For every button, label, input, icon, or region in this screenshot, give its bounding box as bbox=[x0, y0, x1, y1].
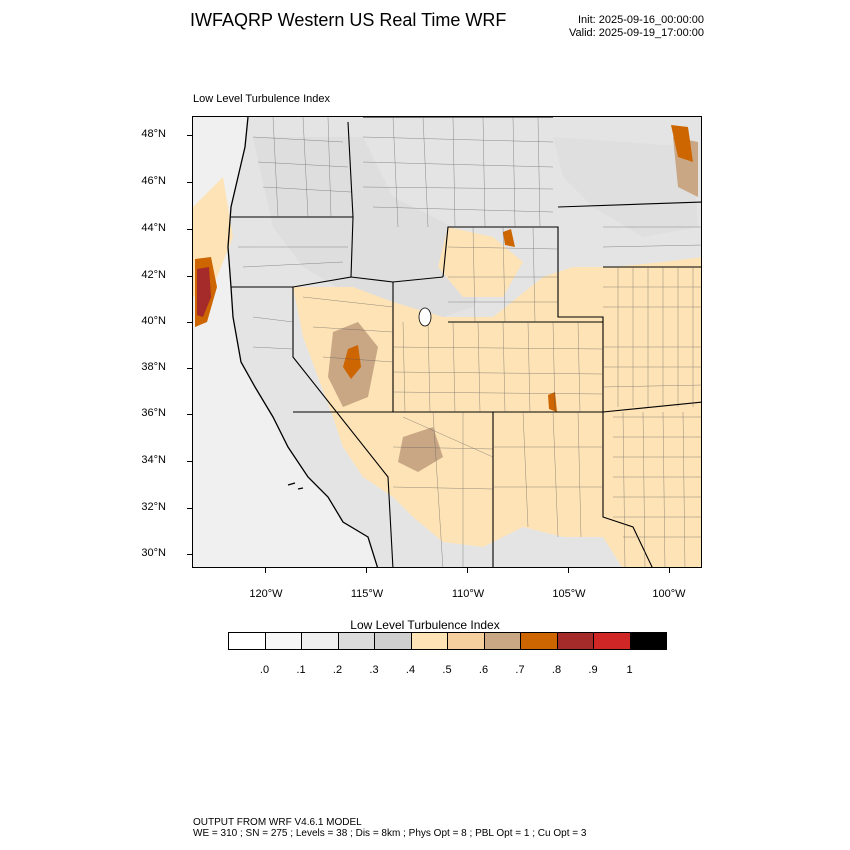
colorbar-label: .9 bbox=[588, 664, 598, 676]
lat-label: 48°N bbox=[141, 128, 166, 140]
colorbar-swatch bbox=[593, 632, 631, 650]
lon-label: 105°W bbox=[552, 588, 586, 600]
lat-label: 46°N bbox=[141, 175, 166, 187]
high-index-area bbox=[343, 345, 361, 379]
colorbar-swatch bbox=[556, 632, 594, 650]
colorbar-swatch bbox=[228, 632, 266, 650]
colorbar-label: .1 bbox=[296, 664, 306, 676]
colorbar-label: .4 bbox=[405, 664, 416, 676]
low-index-shading bbox=[553, 137, 698, 237]
lon-label: 115°W bbox=[350, 588, 384, 600]
colorbar-label: .5 bbox=[442, 664, 452, 676]
high-index-area bbox=[503, 229, 515, 247]
lat-tick bbox=[187, 414, 192, 415]
channel-islands bbox=[287, 482, 304, 490]
lon-label: 100°W bbox=[652, 588, 686, 600]
county-borders bbox=[238, 117, 701, 567]
lat-tick bbox=[187, 276, 192, 277]
colorbar-swatch bbox=[374, 632, 412, 650]
plot-title: IWFAQRP Western US Real Time WRF bbox=[190, 10, 507, 30]
lat-label: 38°N bbox=[141, 361, 166, 373]
turbulence-map bbox=[193, 117, 701, 567]
lat-tick bbox=[187, 554, 192, 555]
lat-tick bbox=[187, 368, 192, 369]
lon-tick bbox=[669, 568, 670, 573]
valid-time: Valid: 2025-09-19_17:00:00 bbox=[569, 27, 704, 39]
lat-label: 36°N bbox=[141, 407, 166, 419]
lat-label: 40°N bbox=[141, 315, 166, 327]
lon-tick bbox=[265, 568, 266, 573]
lat-tick bbox=[187, 322, 192, 323]
moderate-index-area bbox=[438, 227, 523, 297]
lat-label: 44°N bbox=[141, 222, 166, 234]
lon-tick bbox=[366, 568, 367, 573]
run-info: Init: 2025-09-16_00:00:00 Valid: 2025-09… bbox=[569, 14, 704, 40]
very-high-index-area bbox=[197, 267, 211, 317]
colorbar-swatch bbox=[337, 632, 375, 650]
great-salt-lake bbox=[418, 307, 432, 327]
map-panel bbox=[192, 116, 702, 568]
colorbar-swatch bbox=[301, 632, 339, 650]
model-config: WE = 310 ; SN = 275 ; Levels = 38 ; Dis … bbox=[193, 828, 587, 839]
colorbar-swatch bbox=[520, 632, 558, 650]
colorbar-label: .6 bbox=[478, 664, 489, 676]
lon-label: 120°W bbox=[249, 588, 283, 600]
lon-label: 110°W bbox=[451, 588, 485, 600]
elevated-index-area bbox=[398, 427, 443, 472]
colorbar-label: 1 bbox=[626, 664, 633, 676]
lat-label: 30°N bbox=[141, 547, 166, 559]
model-version: OUTPUT FROM WRF V4.6.1 MODEL bbox=[193, 817, 362, 828]
colorbar-swatch bbox=[629, 632, 667, 650]
colorbar-title: Low Level Turbulence Index bbox=[350, 618, 500, 632]
lat-label: 42°N bbox=[141, 269, 166, 281]
colorbar-swatch bbox=[264, 632, 302, 650]
lat-tick bbox=[187, 508, 192, 509]
colorbar-label: .2 bbox=[332, 664, 343, 676]
lat-tick bbox=[187, 135, 192, 136]
colorbar-label: .8 bbox=[551, 664, 562, 676]
lat-label: 34°N bbox=[141, 454, 166, 466]
lon-tick bbox=[467, 568, 468, 573]
low-index-shading bbox=[253, 137, 493, 327]
lat-tick bbox=[187, 182, 192, 183]
map-subtitle: Low Level Turbulence Index bbox=[193, 93, 330, 105]
state-borders bbox=[231, 117, 701, 567]
lon-tick bbox=[568, 568, 569, 573]
colorbar-swatch bbox=[410, 632, 448, 650]
colorbar-swatch bbox=[483, 632, 521, 650]
lat-tick bbox=[187, 229, 192, 230]
high-index-area bbox=[671, 125, 693, 162]
init-time: Init: 2025-09-16_00:00:00 bbox=[578, 14, 704, 26]
lat-tick bbox=[187, 461, 192, 462]
colorbar-label: .0 bbox=[259, 664, 270, 676]
colorbar-swatch bbox=[447, 632, 485, 650]
model-info: OUTPUT FROM WRF V4.6.1 MODEL WE = 310 ; … bbox=[193, 817, 586, 839]
coastline bbox=[227, 117, 379, 567]
colorbar-label: .7 bbox=[515, 664, 525, 676]
lat-label: 32°N bbox=[141, 501, 166, 513]
colorbar-label: .3 bbox=[369, 664, 379, 676]
